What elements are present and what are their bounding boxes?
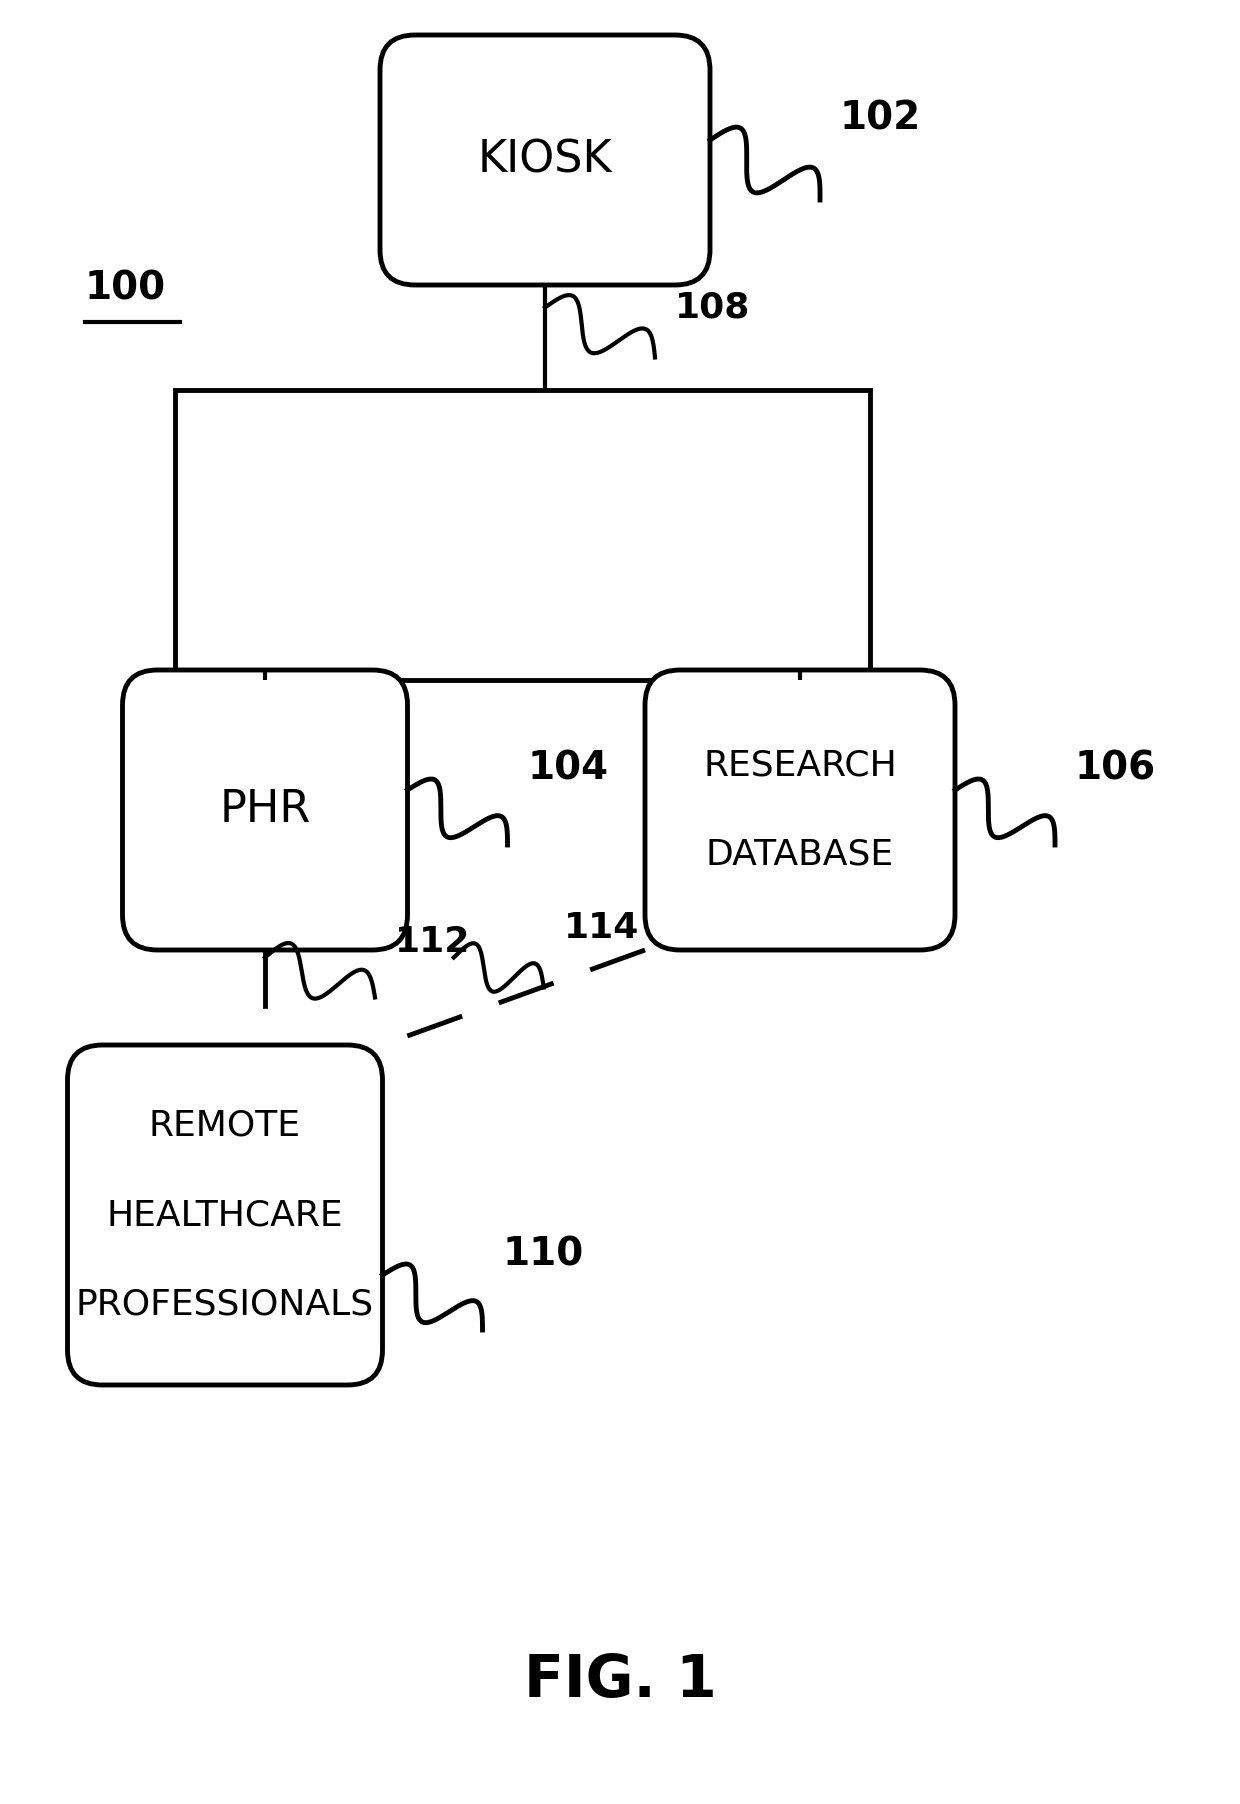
Bar (175, 390, 870, 680)
Text: 100: 100 (86, 271, 166, 308)
FancyBboxPatch shape (379, 34, 711, 285)
Text: 112: 112 (396, 925, 470, 960)
FancyBboxPatch shape (67, 1045, 382, 1385)
Text: 102: 102 (839, 99, 921, 137)
FancyBboxPatch shape (645, 669, 955, 951)
Text: PHR: PHR (219, 788, 311, 832)
Text: 106: 106 (1075, 750, 1156, 788)
Text: 104: 104 (527, 750, 609, 788)
Text: RESEARCH

DATABASE: RESEARCH DATABASE (703, 749, 897, 871)
FancyBboxPatch shape (123, 669, 408, 951)
Text: 108: 108 (675, 290, 750, 325)
Text: FIG. 1: FIG. 1 (523, 1651, 717, 1708)
Text: 110: 110 (502, 1236, 584, 1274)
Text: REMOTE

HEALTHCARE

PROFESSIONALS: REMOTE HEALTHCARE PROFESSIONALS (76, 1108, 374, 1322)
Text: 114: 114 (564, 911, 639, 945)
Text: KIOSK: KIOSK (477, 139, 613, 182)
